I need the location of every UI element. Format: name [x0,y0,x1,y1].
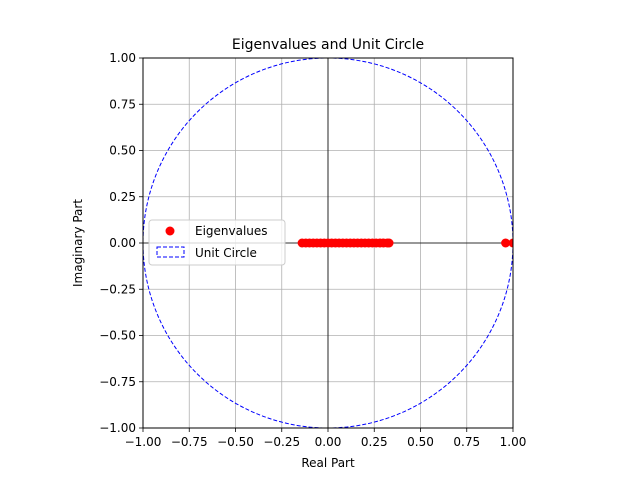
x-axis-ticks: −1.00 −0.75 −0.50 −0.25 0.00 0.25 0.50 0.75 1.00 [125,428,527,449]
y-tick-label: −1.00 [99,421,136,435]
x-tick-label: 1.00 [500,435,527,449]
y-axis-label: Imaginary Part [71,199,85,287]
x-tick-label: −0.25 [263,435,300,449]
eigenvalue-points [297,238,513,248]
legend-unit-circle-label: Unit Circle [195,246,257,260]
legend-box [148,219,286,266]
eigenvalue-point [384,238,394,248]
legend: Eigenvalues Unit Circle [148,219,286,266]
x-tick-label: −0.75 [171,435,208,449]
y-axis-ticks: 1.00 0.75 0.50 0.25 0.00 −0.25 −0.50 −0.75 −1.00 [99,51,143,435]
y-tick-label: 0.75 [109,97,136,111]
x-tick-label: −1.00 [125,435,162,449]
y-tick-label: −0.75 [99,375,136,389]
y-tick-label: 1.00 [109,51,136,65]
eigenvalue-point [501,238,511,248]
y-tick-label: −0.50 [99,329,136,343]
legend-unit-circle-marker [156,246,185,258]
eigenvalue-point [508,238,513,248]
chart-title: Eigenvalues and Unit Circle [232,37,424,53]
x-tick-label: 0.25 [361,435,388,449]
x-tick-label: −0.50 [217,435,254,449]
y-tick-label: 0.25 [109,190,136,204]
y-tick-label: 0.00 [109,236,136,250]
legend-eigenvalues-marker [165,226,175,236]
legend-eigenvalues-label: Eigenvalues [195,224,268,238]
x-tick-label: 0.75 [453,435,480,449]
x-axis-label: Real Part [301,456,355,470]
y-tick-label: −0.25 [99,282,136,296]
x-tick-label: 0.50 [407,435,434,449]
y-tick-label: 0.50 [109,144,136,158]
x-tick-label: 0.00 [315,435,342,449]
